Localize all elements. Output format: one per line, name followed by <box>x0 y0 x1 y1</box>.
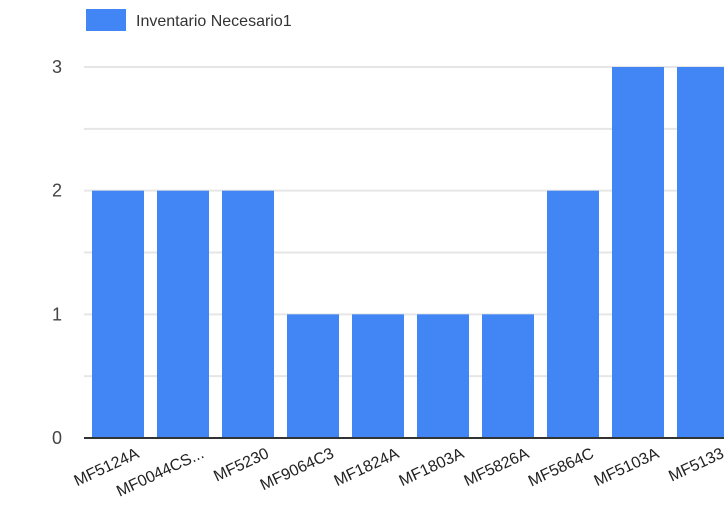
bar-mf9064c3 <box>287 314 339 438</box>
x-tick-label: MF5133 <box>666 445 724 485</box>
legend: Inventario Necesario1 <box>86 9 292 31</box>
x-tick-label: MF9064C3 <box>258 445 337 494</box>
x-tick-label: MF5103A <box>592 445 662 490</box>
legend-label: Inventario Necesario1 <box>136 13 292 30</box>
bar-mf5103a <box>612 67 664 438</box>
bars <box>92 67 724 438</box>
bar-mf5864c <box>547 190 599 438</box>
x-tick-label: MF5826A <box>462 445 532 490</box>
bar-mf1803a <box>417 314 469 438</box>
x-tick-label: MF1803A <box>397 445 467 490</box>
bar-mf5826a <box>482 314 534 438</box>
x-tick-label: MF1824A <box>332 445 402 490</box>
x-tick-label: MF5864C <box>526 445 597 490</box>
bar-mf0044cs <box>157 190 209 438</box>
legend-swatch <box>86 9 126 31</box>
bar-mf5133 <box>677 67 724 438</box>
bar-mf1824a <box>352 314 404 438</box>
bar-mf5230 <box>222 190 274 438</box>
y-tick-label: 3 <box>52 57 62 77</box>
y-tick-label: 1 <box>52 304 62 324</box>
bar-mf5124a <box>92 190 144 438</box>
y-tick-label: 0 <box>52 428 62 448</box>
y-tick-label: 2 <box>52 181 62 201</box>
y-tick-labels: 0 1 2 3 <box>52 57 62 448</box>
